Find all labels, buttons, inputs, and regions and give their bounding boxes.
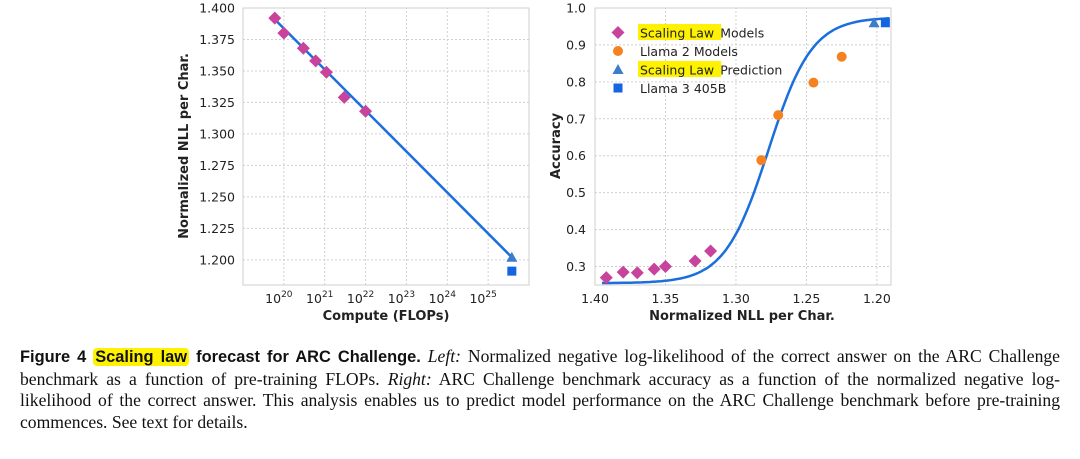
legend-label: Models xyxy=(720,26,764,41)
left-y-tick-label: 1.250 xyxy=(199,189,235,204)
legend-highlight xyxy=(638,61,722,77)
left-marks xyxy=(268,11,518,276)
caption-left-label: Left: xyxy=(427,346,461,366)
right-circle-point xyxy=(756,155,767,166)
right-chart: 0.3 0.4 0.5 0.6 0.7 0.8 0.9 1.0 1.40 1.35 1.30 1.2… xyxy=(549,1,892,324)
right-y-tick-label: 1.0 xyxy=(566,1,586,16)
left-diamond-point xyxy=(337,90,351,104)
left-diamond-point xyxy=(268,11,282,25)
right-diamond-point xyxy=(658,260,672,274)
left-y-tick-label: 1.325 xyxy=(199,95,235,110)
right-diamond-point xyxy=(630,266,644,280)
left-diamond-point xyxy=(277,26,291,40)
right-x-tick-label: 1.40 xyxy=(581,291,609,306)
right-circle-point xyxy=(836,51,847,62)
right-x-tick-label: 1.35 xyxy=(652,291,680,306)
left-x-tick-label: 1020 xyxy=(265,290,293,306)
right-square-point xyxy=(880,18,890,28)
right-y-tick-label: 0.8 xyxy=(566,74,586,89)
right-fit-curve-line xyxy=(602,17,890,285)
legend-highlight xyxy=(638,24,722,40)
right-fit-curve xyxy=(602,17,890,285)
right-y-tick-label: 0.3 xyxy=(566,259,586,274)
right-circle-point xyxy=(808,77,819,88)
figure-caption: Figure 4 Scaling law forecast for ARC Ch… xyxy=(20,346,1060,433)
legend-label-highlight: Scaling Law xyxy=(640,63,714,78)
right-y-ticks: 0.3 0.4 0.5 0.6 0.7 0.8 0.9 1.0 xyxy=(566,1,586,275)
figure-label: Figure 4 xyxy=(20,348,87,366)
legend-label: Llama 2 Models xyxy=(640,44,738,59)
right-y-tick-label: 0.9 xyxy=(566,37,586,52)
left-y-tick-label: 1.350 xyxy=(199,63,235,78)
right-x-tick-label: 1.25 xyxy=(793,291,821,306)
left-y-tick-label: 1.275 xyxy=(199,158,235,173)
legend-label: Prediction xyxy=(720,63,782,78)
right-x-axis-label: Normalized NLL per Char. xyxy=(649,309,835,324)
left-x-tick-label: 1024 xyxy=(429,290,457,306)
left-y-tick-label: 1.200 xyxy=(199,252,235,267)
legend: Scaling Law Models Llama 2 Models Scaling … xyxy=(611,24,782,96)
right-x-tick-label: 1.20 xyxy=(863,291,891,306)
right-diamond-point xyxy=(599,271,613,285)
left-x-tick-label: 1025 xyxy=(469,290,496,306)
left-diamond-point xyxy=(319,65,333,79)
right-circle-point xyxy=(773,110,784,121)
left-x-tick-label: 1021 xyxy=(306,290,333,306)
left-fit-line xyxy=(273,18,513,259)
left-y-ticks: 1.200 1.225 1.250 1.275 1.300 1.325 1.350 1.375… xyxy=(199,1,235,268)
left-y-axis-label: Normalized NLL per Char. xyxy=(177,53,192,239)
right-diamond-point xyxy=(688,254,702,268)
right-y-tick-label: 0.5 xyxy=(566,185,586,200)
caption-highlight: Scaling law xyxy=(93,348,190,366)
right-x-tick-label: 1.30 xyxy=(722,291,750,306)
right-marks xyxy=(599,17,890,285)
legend-circle-icon xyxy=(613,46,623,56)
left-y-tick-label: 1.225 xyxy=(199,221,235,236)
left-square-point xyxy=(507,266,517,276)
right-triangle-point xyxy=(868,17,880,28)
legend-square-icon xyxy=(613,83,623,93)
right-plot-frame xyxy=(594,7,892,286)
left-diamond-point xyxy=(359,104,373,118)
right-y-tick-label: 0.7 xyxy=(566,111,586,126)
legend-triangle-icon xyxy=(612,64,624,74)
left-diamond-point xyxy=(296,41,310,55)
right-diamond-point xyxy=(616,265,630,279)
caption-title: forecast for ARC Challenge. xyxy=(189,348,421,366)
left-x-tick-label: 1022 xyxy=(347,290,374,306)
legend-diamond-icon xyxy=(611,26,625,39)
left-y-tick-label: 1.300 xyxy=(199,126,235,141)
right-y-axis-label: Accuracy xyxy=(549,112,564,179)
left-grid xyxy=(243,7,529,285)
left-plot-frame xyxy=(242,7,530,286)
right-diamond-point xyxy=(704,244,718,258)
left-x-tick-label: 1023 xyxy=(388,290,415,306)
caption-right-label: Right: xyxy=(387,368,432,389)
caption-left-text: Normalized negative log-likelihood of th… xyxy=(20,346,1060,389)
caption-right-text: ARC Challenge benchmark accuracy as a fu… xyxy=(20,368,1060,432)
left-triangle-point xyxy=(506,251,518,262)
right-diamond-point xyxy=(647,262,661,276)
left-x-ticks: 1020 1021 1022 1023 1024 1025 xyxy=(265,290,497,306)
left-y-tick-label: 1.375 xyxy=(199,32,235,47)
right-x-ticks: 1.40 1.35 1.30 1.25 1.20 xyxy=(581,291,891,306)
legend-label: Llama 3 405B xyxy=(640,81,726,96)
left-chart: 1.200 1.225 1.250 1.275 1.300 1.325 1.350 1.375… xyxy=(177,1,530,324)
legend-label-highlight: Scaling Law xyxy=(640,26,714,41)
left-x-axis-label: Compute (FLOPs) xyxy=(323,309,450,324)
right-y-tick-label: 0.4 xyxy=(566,222,586,237)
right-y-tick-label: 0.6 xyxy=(566,148,586,163)
left-diamond-point xyxy=(309,54,323,68)
left-y-tick-label: 1.400 xyxy=(199,1,235,16)
